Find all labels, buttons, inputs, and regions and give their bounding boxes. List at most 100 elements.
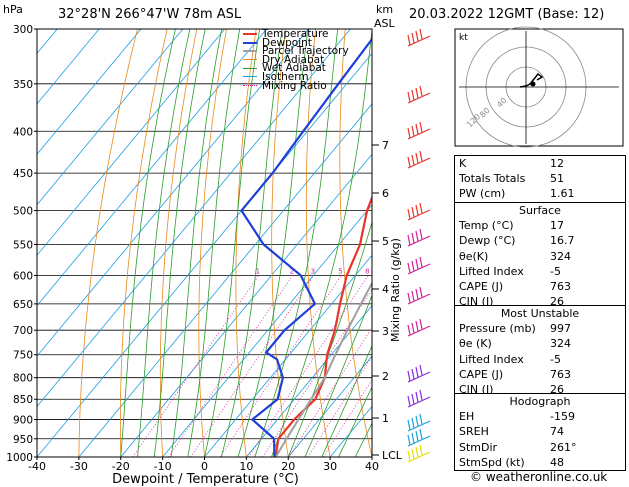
label: θe (K) (459, 337, 492, 351)
wet-adiabat (237, 29, 309, 457)
value: 48 (550, 455, 564, 469)
wind-barb-flag (415, 204, 419, 216)
wind-barb-flag (415, 320, 419, 332)
wind-barb-flag (411, 368, 415, 380)
value: 997 (550, 322, 571, 336)
value: -5 (550, 264, 561, 278)
value: -5 (550, 352, 561, 366)
wind-barb-flag (415, 230, 419, 242)
row-pw: PW (cm) 1.61 (455, 186, 625, 201)
wind-barb-flag (419, 121, 423, 133)
wind-barb-flag (411, 232, 415, 244)
wind-barb-flag (419, 444, 423, 456)
wind-barb-shaft (407, 371, 431, 383)
wind-barb-flag (411, 290, 415, 302)
wet-adiabat (220, 29, 283, 457)
row-sreh: SREH 74 (455, 424, 625, 439)
km-tick-label: 7 (382, 139, 389, 152)
dry-adiabat (198, 29, 227, 457)
wind-barb-flag (407, 262, 411, 274)
legend: Temperature Dewpoint Parcel Trajectory D… (243, 28, 349, 91)
hpa-label: hPa (3, 3, 23, 16)
label: K (459, 157, 467, 170)
most-unstable-title: Most Unstable (500, 307, 580, 320)
wind-barb-shaft (407, 263, 431, 275)
wind-barb-shaft (407, 420, 431, 432)
legend-label: Temperature (262, 28, 329, 40)
row-cape: CAPE (J) 763 (455, 367, 625, 382)
wind-barb-flag (407, 434, 411, 446)
value: -159 (550, 410, 575, 424)
pressure-tick-label: 500 (13, 206, 33, 218)
mixing-ratio-label: 3 (311, 267, 315, 275)
wet-adiabat (204, 29, 261, 457)
wind-barb-flag (415, 30, 419, 42)
value: 763 (550, 367, 571, 381)
label: StmSpd (kt) (459, 455, 525, 469)
wet-adiabat (120, 29, 176, 457)
legend-mixing-ratio: Mixing Ratio (243, 80, 349, 91)
label: Dewp (°C) (459, 234, 516, 248)
legend-wet-adiabat: Wet Adiabat (243, 63, 349, 74)
value: 763 (550, 279, 571, 293)
isotherm (287, 355, 372, 457)
pressure-tick-label: 700 (13, 325, 33, 337)
legend-parcel: Parcel Trajectory (243, 46, 349, 56)
dry-adiabat (235, 29, 257, 457)
wind-barb-flag (411, 393, 415, 405)
pressure-tick-label: 550 (13, 239, 33, 251)
mixing-ratio-label: 1 (256, 267, 260, 275)
wind-barb-flag (415, 123, 419, 135)
wet-adiabat (304, 294, 372, 457)
isotherm (37, 29, 351, 408)
isotherm (37, 29, 184, 206)
series-dewpoint (240, 37, 372, 457)
wind-barb-flag (415, 446, 419, 458)
row-pressure: Pressure (mb) 997 (455, 321, 625, 336)
wind-barb-flag (411, 260, 415, 272)
wet-adiabat (137, 29, 191, 457)
row-cin: CIN (J) 26 (455, 294, 625, 309)
x-tick-label: 0 (201, 460, 208, 473)
wet-adiabat (287, 220, 372, 457)
wind-barb-flag (419, 318, 423, 330)
pressure-tick-label: 1000 (6, 452, 33, 464)
axes: 3003504004505005506006507007508008509009… (6, 24, 403, 473)
pressure-tick-label: 650 (13, 299, 33, 311)
wind-barb-shaft (407, 451, 431, 463)
pressure-tick-label: 450 (13, 168, 33, 180)
legend-label: Isotherm (262, 70, 309, 83)
label: CAPE (J) (459, 367, 504, 381)
wind-barb-flag (419, 413, 423, 425)
wind-barb-flag (419, 428, 423, 440)
wind-barb-flag (419, 286, 423, 298)
wind-barb-shaft (407, 235, 431, 247)
mixing-ratio-line (132, 275, 260, 457)
series-temperature (274, 194, 372, 457)
copyright: © weatheronline.co.uk (470, 470, 608, 484)
location-title: 32°28'N 266°47'W 78m ASL (58, 7, 242, 22)
mixing-ratio-label: 15 (403, 267, 412, 275)
wind-barb-flag (415, 152, 419, 164)
value: 16.7 (550, 234, 575, 248)
dry-adiabat (271, 29, 289, 457)
wind-barb-shaft (407, 35, 431, 47)
isotherm (204, 254, 372, 457)
label: θe(K) (459, 249, 489, 263)
value: 12 (550, 157, 564, 170)
profile-lines (240, 37, 372, 457)
dry-adiabat (305, 29, 331, 457)
label: CIN (J) (459, 295, 494, 309)
hodograph-label: kt (459, 33, 468, 43)
x-tick-label: -20 (112, 460, 130, 473)
label: CAPE (J) (459, 279, 504, 293)
row-theta: θe(K) 324 (455, 249, 625, 264)
row-temp: Temp (°C) 17 (455, 218, 625, 233)
mixing-ratio-line (168, 275, 293, 457)
wind-barb-flag (407, 292, 411, 304)
row-cin: CIN (J) 26 (455, 382, 625, 397)
pressure-tick-label: 400 (13, 126, 33, 138)
row-eh: EH -159 (455, 409, 625, 424)
value: 26 (550, 295, 564, 309)
